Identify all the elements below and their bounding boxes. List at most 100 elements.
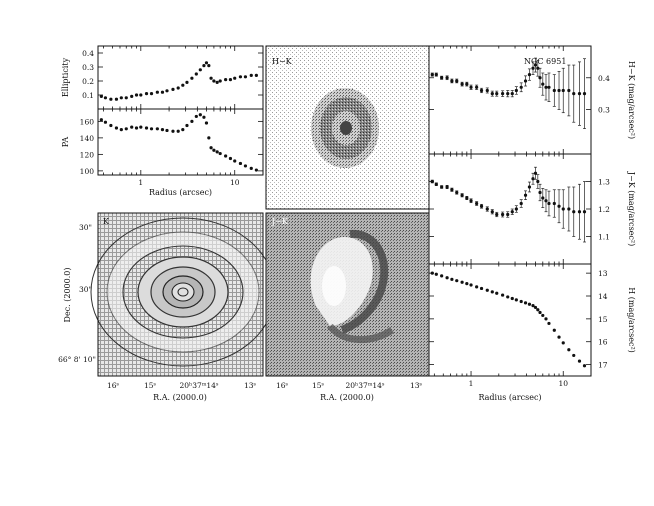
data-point <box>204 61 209 65</box>
data-point <box>561 341 565 345</box>
data-point <box>155 127 159 131</box>
ra-tick-k-1: 16ˢ <box>107 381 120 390</box>
data-point <box>475 201 479 206</box>
y-tick-label: 16 <box>598 338 608 347</box>
data-point <box>202 64 206 68</box>
data-point <box>212 148 216 152</box>
data-point <box>479 204 484 208</box>
data-point <box>501 92 505 96</box>
data-point <box>514 88 518 93</box>
data-point <box>440 76 444 80</box>
x-axis-label: Radius (arcsec) <box>478 393 541 402</box>
data-point <box>103 120 108 124</box>
data-point <box>527 72 532 77</box>
data-point <box>134 93 139 97</box>
data-point <box>224 78 228 82</box>
data-point <box>198 113 202 117</box>
data-point <box>460 193 464 197</box>
dec-tick-2: 30" <box>79 285 92 294</box>
data-point <box>455 79 459 83</box>
data-point <box>144 92 149 96</box>
hk-image-panel: H−K <box>265 45 430 210</box>
plot-frame <box>428 153 592 265</box>
data-point <box>450 277 454 281</box>
data-point <box>479 286 484 291</box>
y-tick-label: 17 <box>598 361 608 370</box>
data-point <box>171 129 175 133</box>
plot-frame <box>97 45 264 110</box>
ra-tick-jk-3: 20ʰ37ᵐ14ˢ <box>345 381 384 390</box>
data-point <box>228 156 233 161</box>
data-point <box>490 210 494 214</box>
data-point <box>527 185 532 189</box>
data-point <box>577 359 582 363</box>
data-point <box>224 154 228 158</box>
data-point <box>455 279 459 283</box>
data-point <box>181 83 185 87</box>
data-point <box>557 204 561 208</box>
data-point <box>577 210 582 214</box>
panel-h_profile: 1 10 Radius (arcsec) 13 14 15 16 17 H (mag/arcse… <box>428 263 636 402</box>
data-point <box>212 79 216 83</box>
data-point <box>523 301 528 305</box>
data-point <box>204 121 209 125</box>
data-point <box>469 283 473 287</box>
data-point <box>465 196 469 200</box>
data-point <box>561 88 565 93</box>
data-point <box>190 76 194 80</box>
y-axis-label: J−K (mag/arcsec²) <box>627 171 636 246</box>
y-tick-label: 0.4 <box>598 74 610 83</box>
data-point <box>485 207 489 211</box>
data-point <box>536 308 540 312</box>
data-point <box>561 207 565 211</box>
data-point <box>577 92 582 96</box>
x-axis-label: Radius (arcsec) <box>149 188 212 197</box>
data-point <box>533 63 538 67</box>
profile-plots: 0.1 0.2 0.3 0.4 Ellipticity 1 10 Radius (arcsec… <box>61 45 636 402</box>
data-point <box>544 317 548 321</box>
data-point <box>495 291 499 295</box>
data-point <box>552 328 556 332</box>
data-point <box>485 88 489 93</box>
data-point <box>109 97 113 101</box>
data-point <box>536 66 540 70</box>
data-point <box>181 128 185 132</box>
data-point <box>523 79 528 83</box>
data-point <box>533 171 538 175</box>
data-point <box>552 88 556 93</box>
y-axis-label: H−K (mag/arcsec²) <box>627 61 636 139</box>
y-tick-label: 1.3 <box>598 178 610 187</box>
data-point <box>434 272 438 276</box>
data-point <box>430 271 434 275</box>
data-point <box>198 68 202 72</box>
data-point <box>572 92 576 96</box>
y-axis-label: Ellipticity <box>61 57 70 97</box>
plot-frame <box>97 108 264 176</box>
y-tick-label: 0.1 <box>82 91 94 100</box>
y-tick-label: 100 <box>80 167 95 176</box>
data-point <box>228 78 233 82</box>
data-point <box>557 335 561 339</box>
data-point <box>506 212 510 217</box>
jk-image-panel: J−K <box>265 212 430 377</box>
data-point <box>445 276 449 280</box>
data-point <box>99 118 103 122</box>
data-point <box>130 125 134 129</box>
y-tick-label: 13 <box>598 269 608 278</box>
data-point <box>190 119 194 123</box>
data-point <box>506 92 510 96</box>
dec-axis-label: Dec. (2000.0) <box>63 268 72 323</box>
data-point <box>249 73 253 77</box>
data-point <box>119 128 123 132</box>
data-point <box>567 207 571 211</box>
data-point <box>541 196 545 200</box>
data-point <box>171 87 175 91</box>
k-image-panel: K <box>90 212 276 377</box>
data-point <box>527 302 532 306</box>
y-tick-label: 0.3 <box>82 63 94 72</box>
data-point <box>544 199 548 203</box>
data-point <box>233 76 237 80</box>
y-tick-label: 1.2 <box>598 205 610 214</box>
data-point <box>490 92 494 96</box>
